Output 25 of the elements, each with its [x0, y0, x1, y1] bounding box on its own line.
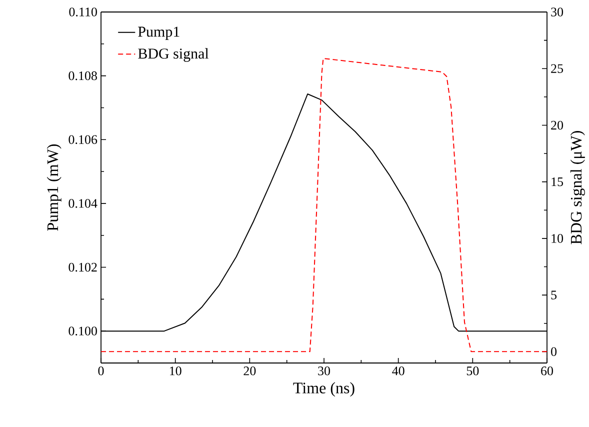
y-tick-label: 0.100	[68, 326, 97, 336]
y-tick-label: 0.108	[68, 71, 97, 80]
y-axis-title: Pump1 (mW)	[46, 144, 62, 231]
y2-tick-label: 10	[552, 234, 564, 243]
y2-tick-label: 15	[552, 177, 564, 186]
legend-label: Pump1	[138, 26, 180, 40]
x-tick-label: 10	[170, 366, 182, 376]
y2-tick-label: 0	[551, 347, 557, 356]
x-tick-label: 60	[541, 366, 554, 376]
y2-axis-title: BDG signal (μW)	[570, 131, 585, 244]
x-tick-label: 30	[318, 366, 330, 376]
y2-tick-label: 30	[551, 8, 564, 16]
x-axis-title: Time (ns)	[293, 382, 354, 397]
x-tick-label: 40	[392, 366, 404, 376]
x-tick-label: 0	[98, 366, 104, 376]
y2-tick-label: 25	[551, 64, 564, 73]
y-tick-label: 0.104	[68, 199, 98, 208]
y-tick-label: 0.110	[69, 8, 97, 16]
legend-label: BDG signal	[138, 48, 209, 62]
y-tick-label: 0.102	[68, 262, 97, 272]
y-tick-label: 0.106	[68, 135, 98, 144]
x-tick-label: 20	[244, 366, 256, 376]
y2-tick-label: 20	[551, 120, 564, 130]
x-tick-label: 50	[466, 366, 479, 376]
y2-tick-label: 5	[551, 290, 557, 300]
